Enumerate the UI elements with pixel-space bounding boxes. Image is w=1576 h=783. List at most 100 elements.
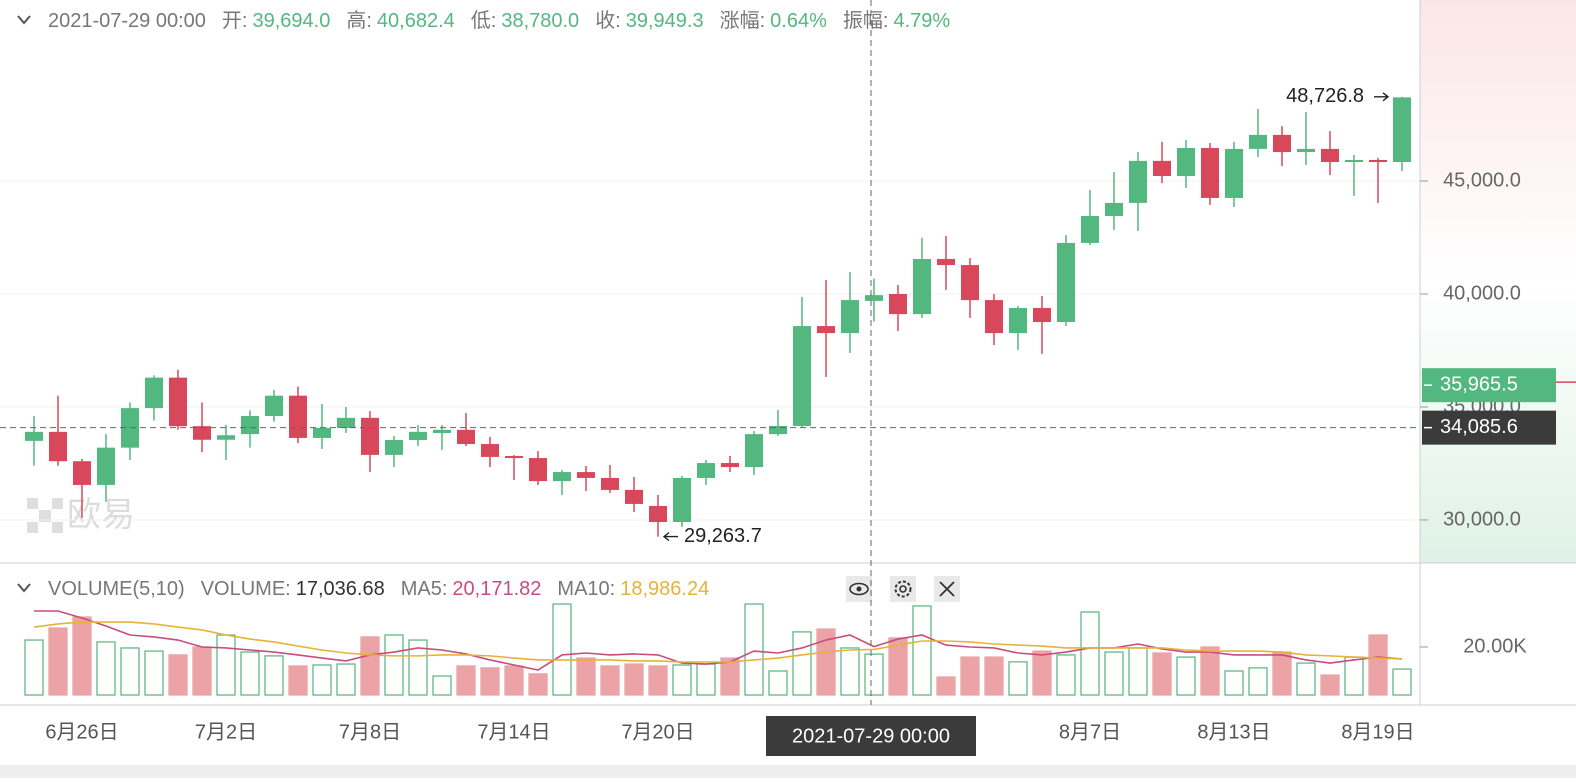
volume-bar [1296, 662, 1316, 696]
header-date: 2021-07-29 00:00 [48, 10, 206, 32]
volume-bar [696, 663, 716, 696]
x-tick-label: 8月7日 [1059, 721, 1121, 743]
candle-body [361, 417, 379, 455]
volume-bar [1152, 652, 1172, 696]
close-icon [939, 581, 955, 597]
candle-body [649, 505, 667, 523]
x-tick-label: 8月19日 [1341, 721, 1414, 743]
header-label: 涨幅: [720, 9, 766, 32]
candle-body [865, 295, 883, 301]
header-value: 4.79% [893, 10, 950, 32]
bottom-strip [0, 765, 1576, 778]
crosshair-date-tag [766, 716, 976, 756]
collapse-icon[interactable] [17, 15, 31, 25]
x-tick-label: 7月20日 [621, 721, 694, 743]
volume-bar [720, 657, 740, 696]
candle-body [1081, 216, 1099, 243]
candle-body [817, 326, 835, 334]
volume-bar [1392, 668, 1412, 696]
last-price-label: 35,965.5 [1440, 373, 1518, 395]
legend-value: 18,986.24 [620, 578, 709, 600]
high-annotation: 48,726.8 [1286, 85, 1364, 107]
candle-body [97, 447, 115, 485]
volume-bar [504, 665, 524, 696]
volume-bar [192, 646, 212, 696]
volume-bar [744, 603, 764, 696]
volume-bar [1200, 646, 1220, 696]
price-axis-background [1420, 0, 1576, 563]
candle-body [25, 431, 43, 441]
crosshair-price-tag [1422, 410, 1556, 445]
volume-bar [888, 637, 908, 696]
candle-body [1009, 307, 1027, 334]
candle-body [1033, 307, 1051, 323]
y-tick-label: 30,000.0 [1443, 508, 1521, 530]
candle-body [1225, 148, 1243, 198]
y-tick-label: 45,000.0 [1443, 169, 1521, 191]
candle-body [1369, 159, 1387, 163]
volume-bar [312, 664, 332, 696]
candle-body [265, 395, 283, 417]
volume-bar [984, 656, 1004, 696]
collapse-icon[interactable] [17, 583, 31, 593]
volume-bar [120, 647, 140, 696]
candle-body [1153, 160, 1171, 177]
watermark-logo [27, 498, 63, 533]
volume-bar [672, 664, 692, 696]
candle-body [481, 444, 499, 457]
candle-body [145, 377, 163, 409]
candle-body [1057, 242, 1075, 323]
header-label: 开: [222, 10, 248, 32]
candle-body [433, 429, 451, 433]
volume-bar [72, 616, 92, 696]
candle-body [217, 435, 235, 440]
candle-body [337, 417, 355, 428]
volume-bar [1224, 670, 1244, 696]
volume-bar [1008, 661, 1028, 696]
x-tick-label: 8月13日 [1197, 721, 1270, 743]
volume-bar [792, 631, 812, 696]
volume-bar [24, 639, 44, 696]
candle-body [1297, 148, 1315, 153]
volume-bar [168, 654, 188, 696]
candle-body [505, 456, 523, 459]
volume-value: 17,036.68 [296, 578, 385, 600]
candle-body [73, 461, 91, 485]
candle-body [961, 265, 979, 301]
crosshair-date-label: 2021-07-29 00:00 [792, 725, 950, 747]
settings-button[interactable] [890, 576, 916, 602]
eye-icon [849, 582, 869, 596]
candle-body [1177, 147, 1195, 177]
x-tick-label: 7月2日 [195, 721, 257, 743]
annotation-arrow [662, 532, 678, 542]
candle-body [673, 477, 691, 523]
candle-body [1201, 147, 1219, 198]
volume-bar [384, 634, 404, 696]
volume-bar [360, 636, 380, 696]
candle-body [169, 377, 187, 427]
gear-icon [894, 580, 912, 598]
watermark: 欧易 [67, 496, 135, 534]
header-label: 高: [346, 9, 372, 32]
volume-bar [864, 653, 884, 696]
candle-body [769, 425, 787, 435]
candle-body [793, 326, 811, 426]
y-tick-label: 40,000.0 [1443, 282, 1521, 304]
candle-body [313, 427, 331, 438]
volume-bar [1176, 656, 1196, 696]
volume-bar [960, 656, 980, 696]
header-value: 39,949.3 [626, 10, 704, 32]
ohlc-header: 2021-07-29 00:00 开: 39,694.0 高: 40,682.4 低: 38… [48, 9, 950, 32]
legend-label: MA5: [401, 578, 448, 600]
candle-body [289, 395, 307, 438]
volume-bar [288, 665, 308, 696]
volume-bar [624, 663, 644, 696]
volume-bar [144, 650, 164, 696]
candle-body [1393, 97, 1411, 163]
candle-body [985, 300, 1003, 334]
header-value: 38,780.0 [501, 10, 579, 32]
indicator-tools [846, 576, 960, 602]
candle-body [721, 463, 739, 468]
